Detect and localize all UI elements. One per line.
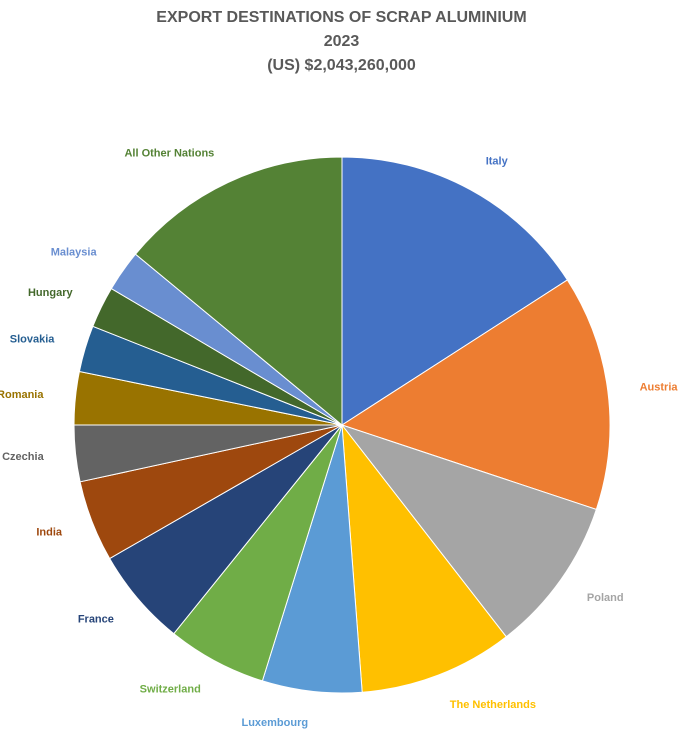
chart-title-line-3: (US) $2,043,260,000	[267, 57, 416, 74]
chart-title-line-1: EXPORT DESTINATIONS OF SCRAP ALUMINIUM	[156, 9, 527, 26]
slice-label-the-netherlands: The Netherlands	[450, 699, 536, 711]
slice-label-hungary: Hungary	[28, 287, 74, 299]
slice-label-switzerland: Switzerland	[140, 684, 201, 696]
slice-label-india: India	[36, 527, 63, 539]
chart-title: EXPORT DESTINATIONS OF SCRAP ALUMINIUM 2…	[0, 6, 683, 78]
pie-slice-poland	[340, 424, 597, 638]
slice-label-romania: Romania	[0, 389, 44, 401]
pie-slice-the-netherlands	[341, 423, 507, 693]
pie-slice-austria	[340, 279, 611, 511]
slice-label-luxembourg: Luxembourg	[241, 717, 308, 729]
slice-label-austria: Austria	[640, 381, 679, 393]
slice-label-slovakia: Slovakia	[10, 333, 56, 345]
slice-label-czechia: Czechia	[2, 451, 44, 463]
slice-label-all-other-nations: All Other Nations	[124, 148, 214, 160]
slice-label-poland: Poland	[587, 592, 624, 604]
chart-title-line-2: 2023	[323, 33, 360, 50]
slice-label-malaysia: Malaysia	[51, 246, 98, 258]
pie-slice-italy	[341, 156, 569, 426]
pie-slice-all-other-nations	[134, 156, 343, 427]
slice-label-italy: Italy	[486, 156, 509, 168]
slice-label-france: France	[78, 614, 114, 626]
